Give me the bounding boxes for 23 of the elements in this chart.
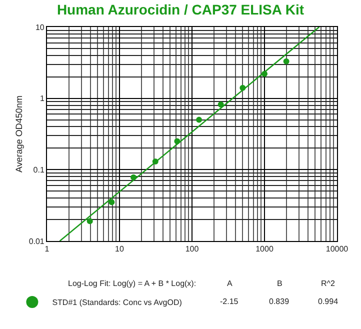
x-tick-label: 100: [185, 244, 200, 254]
legend-label: STD#1 (Standards: Conc vs AvgOD): [52, 298, 182, 308]
y-tick-label: 10: [35, 22, 45, 32]
x-tick-label: 10000: [326, 244, 349, 254]
point: [218, 101, 224, 108]
text: -2.15: [220, 297, 239, 306]
text: R^2: [321, 279, 336, 288]
x-tick-label: 1000: [256, 244, 274, 254]
point: [86, 218, 93, 224]
text: B: [277, 279, 282, 288]
y-tick-label: 1: [40, 94, 45, 104]
y-axis-title: Average OD450nm: [14, 96, 24, 172]
text: 0.839: [269, 297, 290, 306]
text: A: [227, 279, 233, 288]
point: [283, 58, 290, 64]
chart-title: Human Azurocidin / CAP37 ELISA Kit: [56, 2, 304, 18]
y-tick-label: 0.01: [28, 236, 45, 246]
point: [108, 199, 115, 206]
x-tick-label: 10: [115, 244, 124, 254]
text: 0.994: [318, 297, 339, 306]
point: [196, 116, 202, 123]
y-tick-label: 0.1: [33, 165, 45, 174]
text: Log-Log Fit: Log(y) = A + B * Log(x):: [68, 279, 196, 288]
